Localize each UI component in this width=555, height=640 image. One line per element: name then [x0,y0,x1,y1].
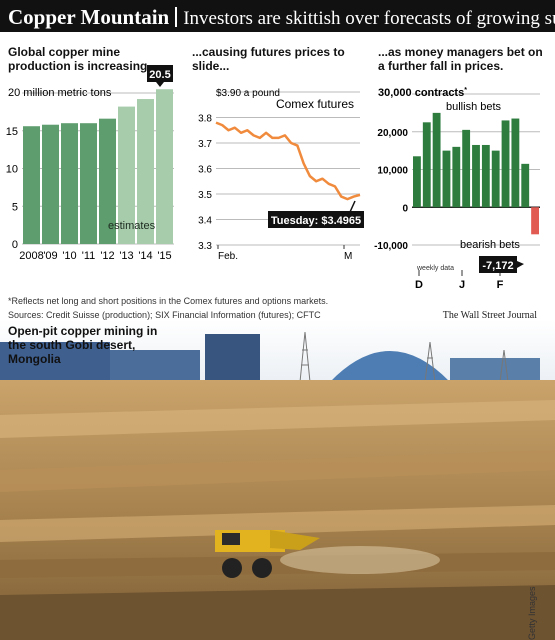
production-ytick: 5 [12,201,18,213]
bets-bullish-bar [413,156,421,208]
bets-title: ...as money managers bet on a further fa… [378,45,543,73]
header-headline: Investors are skittish over forecasts of… [183,8,555,29]
production-bar [23,126,40,244]
production-xtick: '11 [82,250,96,262]
header-divider [175,7,178,27]
haul-truck [215,530,320,578]
futures-unit-label: $3.90 a pound [216,88,280,99]
futures-series-label: Comex futures [276,97,354,111]
bets-callout-pointer [517,261,524,268]
production-estimates-label: estimates [108,220,156,232]
production-chart: 0 5 10 15 2008'09 '10 '11 '12 '13 '14 '15 20 mill… [6,65,174,262]
photo-caption: Open-pit copper mining in the south Gobi… [8,324,158,366]
bets-callout-box [479,256,517,273]
futures-callout-text: Tuesday: $3.4965 [271,215,361,227]
terrace-lower [0,505,555,542]
bets-callout-text: -7,172 [482,260,513,272]
bets-unit-label: 30,000 contracts* [378,87,467,99]
bets-ytick: 0 [402,203,408,214]
futures-title: ...causing futures prices to slide... [192,45,345,73]
bets-bullish-bar [452,146,461,208]
bets-xtick: F [497,279,504,291]
futures-xtick: M [344,251,352,262]
power-pylons [299,331,509,383]
futures-line [215,121,361,201]
foreground-soil [0,585,555,640]
bets-bullish-bar [511,118,520,208]
bets-bullish-bar [501,120,510,208]
production-xtick: '12 [100,250,114,262]
bets-bullish-label: bullish bets [446,101,502,113]
production-ytick: 15 [6,126,18,138]
production-bar [137,99,154,244]
production-bar [99,118,116,244]
header-brand: Copper Mountain [8,5,170,29]
charts-canvas: 0 5 10 15 2008'09 '10 '11 '12 '13 '14 '15 20 mill… [6,65,540,291]
bets-bearish-bar [531,207,539,235]
production-xtick: '14 [138,250,152,262]
bets-bullish-bar [472,144,480,208]
bets-xtick: D [415,279,423,291]
factory-building-tall [205,334,260,382]
bets-bullish-bar [442,150,451,208]
factory-building-mid [110,350,200,382]
terrace-middle [0,450,555,492]
futures-xtick: Feb. [218,251,238,262]
bets-bearish-label: bearish bets [460,239,520,251]
production-unit-label: 20 million metric tons [8,87,112,99]
futures-ytick: 3.6 [198,165,212,176]
production-bar [61,123,78,244]
bets-ytick: -10,000 [374,241,408,252]
bets-bullish-bar [462,129,471,208]
dome-building [330,351,450,382]
bets-bullish-bar [491,150,500,208]
production-bar [118,106,135,244]
bets-xtick: J [459,279,465,291]
photo-credit: Getty Images [527,586,537,640]
dust-cloud [280,546,440,574]
sources: Sources: Credit Suisse (production); SIX… [8,310,321,320]
bets-bullish-bar [521,163,530,208]
futures-chart: 3.3 3.4 3.5 3.6 3.7 3.8 Feb. M $3.90 a pound C… [198,88,364,262]
production-xtick: '10 [62,250,76,262]
bets-chart: -10,000 0 10,000 20,000 D J F 30,000 contract… [374,87,540,291]
production-ytick: 0 [12,239,18,251]
factory-building-right [450,358,540,382]
production-bar [42,124,59,244]
production-xtick: '15 [157,250,171,262]
production-xtick: '13 [119,250,133,262]
production-xtick: '09 [43,250,57,262]
production-title: Global copper mine production is increas… [8,45,158,73]
production-xtick: 2008 [19,250,43,262]
terrace-upper [0,400,555,438]
futures-ytick: 3.4 [198,216,212,227]
header-bar: Copper Mountain Investors are skittish ov… [0,0,555,32]
bets-ytick: 20,000 [377,128,408,139]
mine-photo: Open-pit copper mining in the south Gobi… [0,320,555,640]
production-ytick: 10 [6,164,18,176]
publisher-credit: The Wall Street Journal [442,310,537,321]
futures-callout-leader [349,200,356,213]
production-bar [156,89,173,244]
futures-ytick: 3.3 [198,241,212,252]
bets-ytick: 10,000 [377,166,408,177]
factory-building-left [0,342,110,382]
bets-bullish-bar [422,122,431,208]
futures-callout-box [268,211,364,228]
footnote: *Reflects net long and short positions i… [8,296,329,306]
production-highlight-box [147,65,173,82]
production-highlight-value: 20.5 [149,69,170,81]
production-bar [80,123,97,244]
bets-bullish-bar [432,112,441,208]
bets-weekly-label: weekly data [416,265,454,272]
futures-ytick: 3.8 [198,114,212,125]
bets-bullish-bar [481,144,490,208]
futures-ytick: 3.7 [198,139,212,150]
production-highlight-pointer [156,82,164,87]
mine-illustration [0,320,555,640]
futures-ytick: 3.5 [198,190,212,201]
